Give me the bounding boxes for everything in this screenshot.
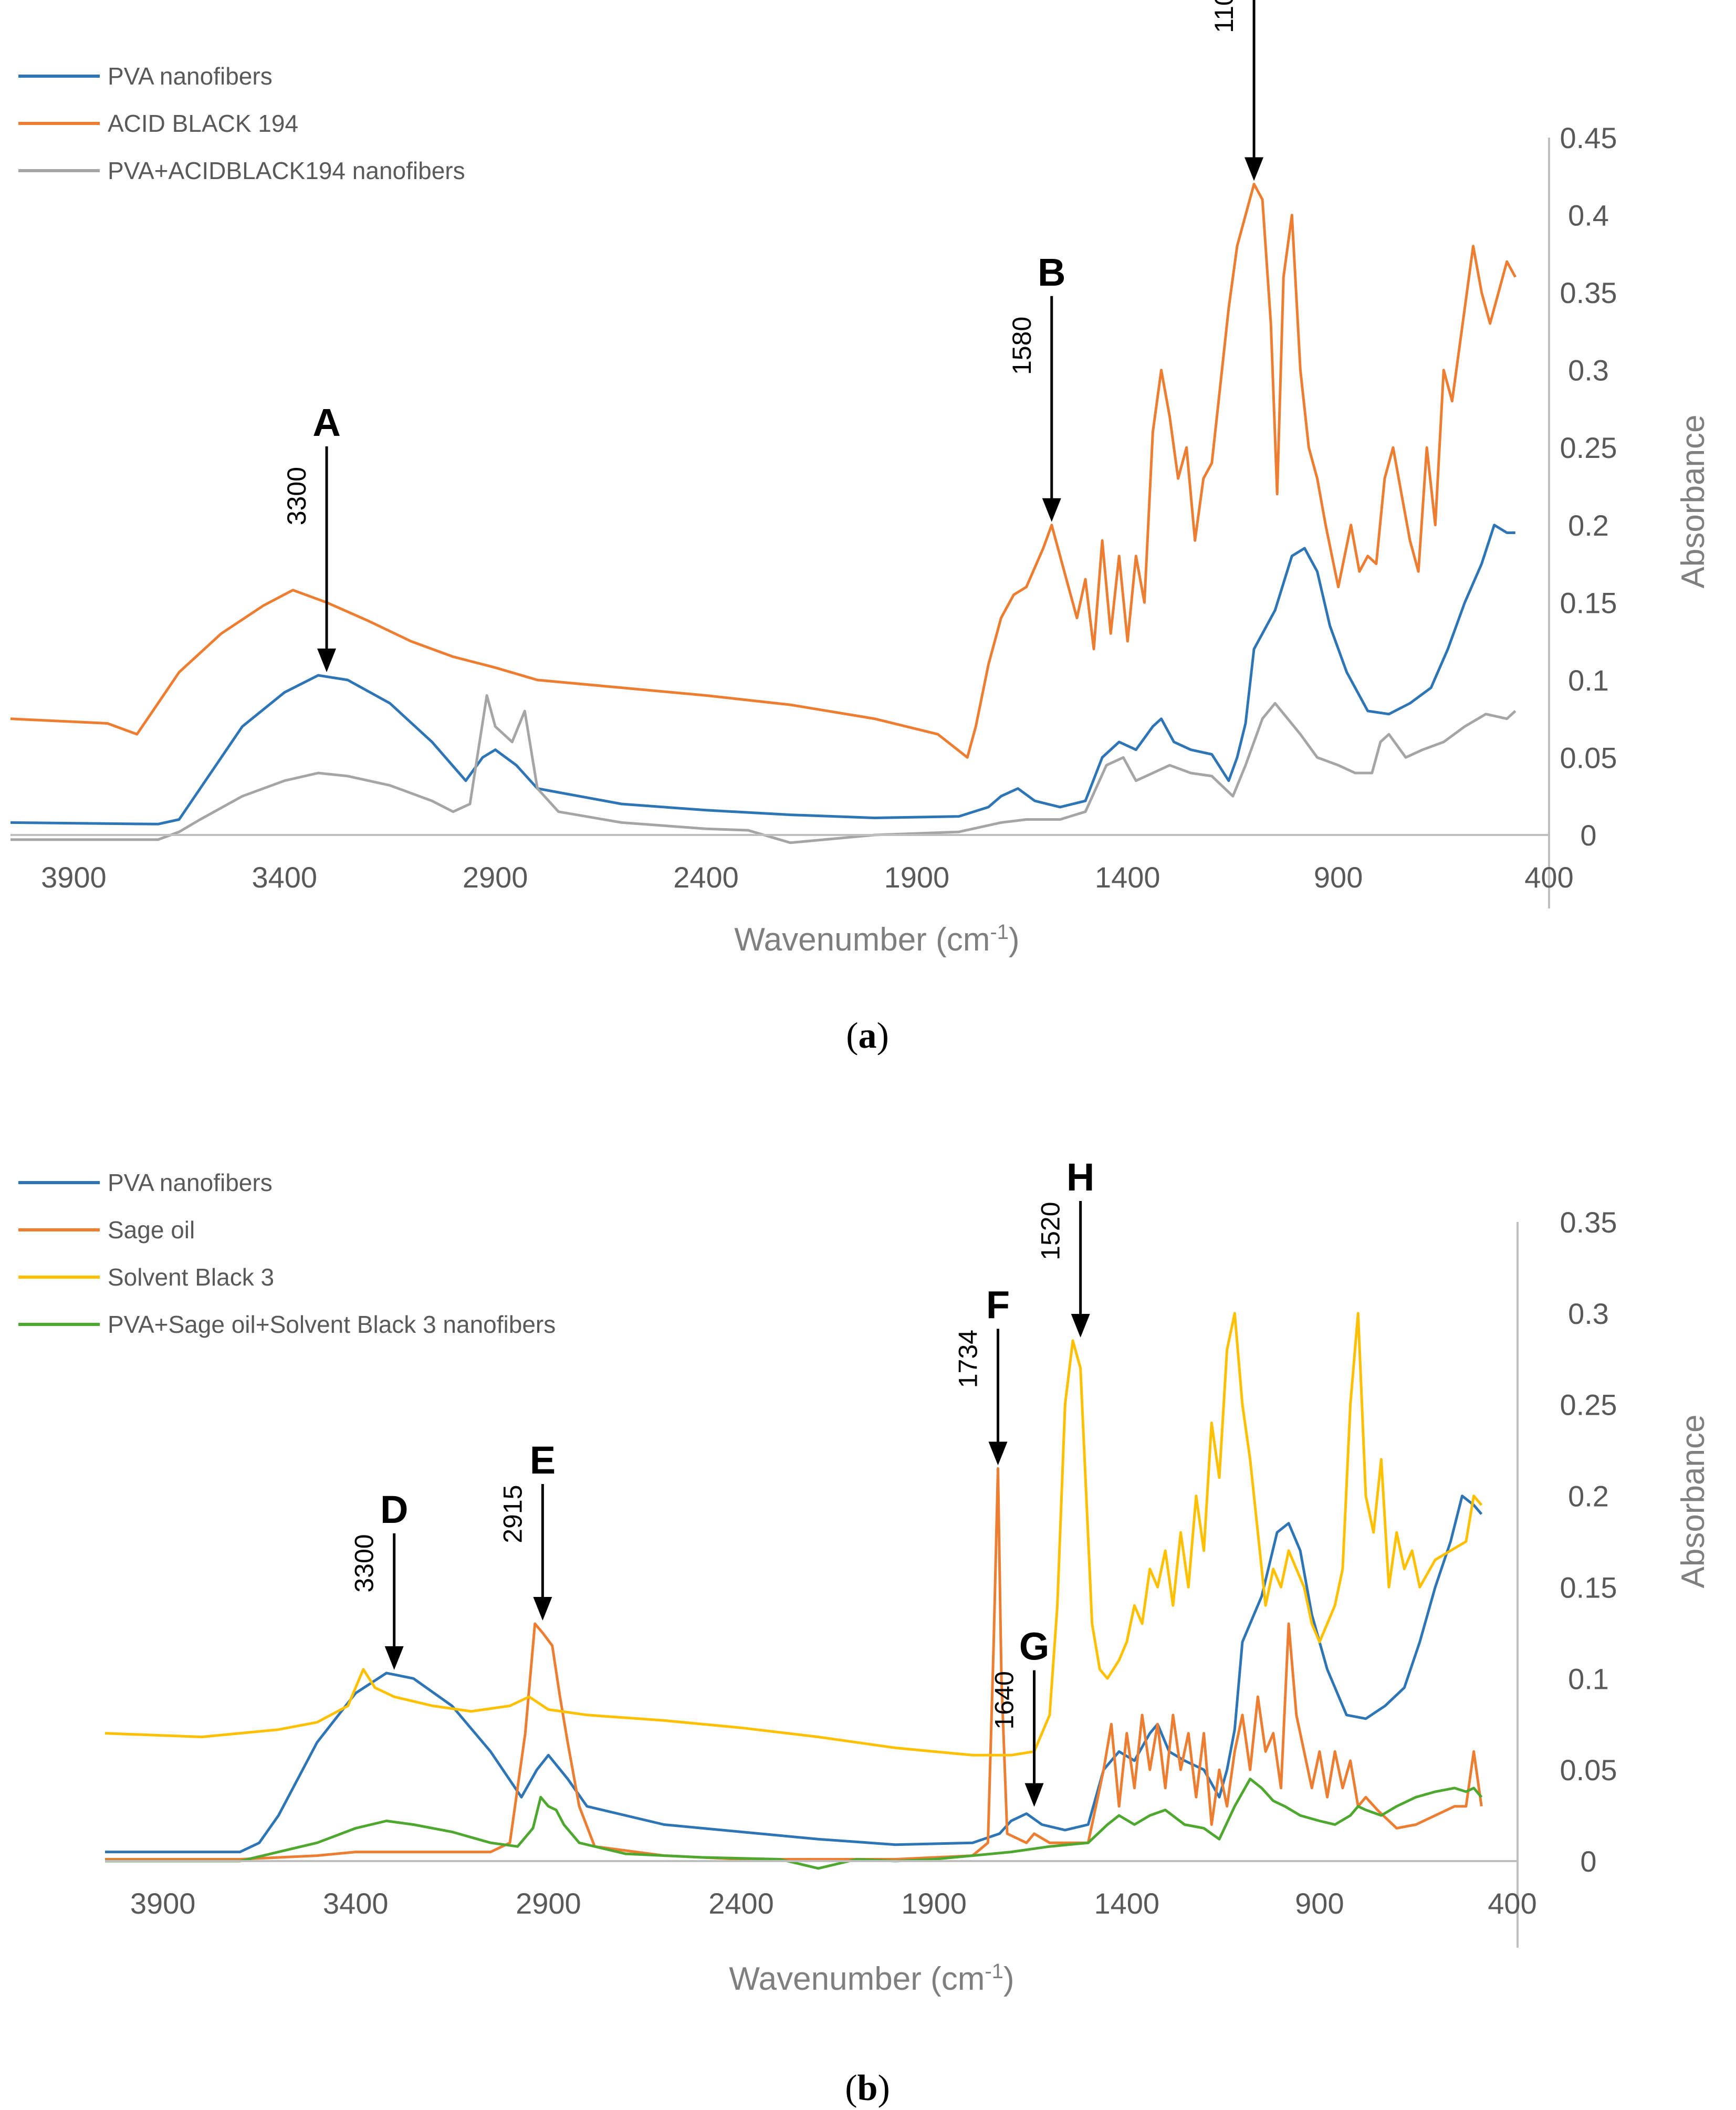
chart-a: 3900 3400 2900 2400 1900 1400 900 400 0 0.05 0.1 0…: [10, 0, 1711, 1055]
annotation-arrowhead: [988, 1442, 1008, 1466]
x-tick-label: 400: [1488, 1887, 1536, 1920]
y-tick-label: 0: [1580, 819, 1596, 852]
chart-b-x-axis-label: Wavenumber (cm-1): [729, 1960, 1014, 1997]
y-tick-label: 0.15: [1560, 1571, 1617, 1604]
y-tick-label: 0.2: [1568, 509, 1609, 542]
y-tick-label: 0.25: [1560, 1388, 1617, 1422]
annotation-wavenumber: 1734: [954, 1330, 983, 1388]
x-tick-label: 2900: [516, 1887, 581, 1920]
x-tick-label: 900: [1314, 861, 1363, 894]
legend-label: PVA+Sage oil+Solvent Black 3 nanofibers: [108, 1311, 556, 1338]
y-tick-label: 0.45: [1560, 121, 1617, 154]
chart-b-series: [104, 1312, 1483, 1870]
y-tick-label: 0: [1580, 1845, 1596, 1878]
chart-a-caption: (a): [846, 1016, 889, 1055]
x-tick-label: 1900: [884, 861, 950, 894]
chart-a-x-axis-label: Wavenumber (cm-1): [734, 921, 1019, 958]
x-tick-label: 1400: [1094, 1887, 1159, 1920]
annotation-letter: G: [1019, 1625, 1050, 1668]
series-line-3: [11, 694, 1517, 844]
series-line-2: [105, 1467, 1483, 1861]
x-tick-label: 3900: [41, 861, 107, 894]
y-tick-label: 0.4: [1568, 199, 1609, 232]
y-tick-label: 0.15: [1560, 586, 1617, 619]
annotation-arrowhead: [317, 649, 337, 673]
x-tick-label: 1900: [901, 1887, 967, 1920]
chart-b-caption: (b): [845, 2068, 890, 2108]
annotation-arrowhead: [1042, 498, 1061, 522]
chart-b-y-axis-label: Absorbance: [1675, 1415, 1711, 1589]
y-tick-label: 0.05: [1560, 741, 1617, 774]
legend-label: PVA nanofibers: [108, 1169, 273, 1196]
annotation-arrowhead: [533, 1596, 552, 1621]
legend-label: ACID BLACK 194: [108, 110, 298, 137]
annotation-wavenumber: 3300: [282, 467, 311, 525]
series-line-3: [104, 1312, 1483, 1757]
annotation-wavenumber: 2915: [498, 1485, 527, 1543]
annotation-letter: A: [312, 401, 340, 444]
series-line-4: [105, 1778, 1483, 1870]
legend-label: Solvent Black 3: [108, 1263, 274, 1291]
annotation-letter: E: [530, 1438, 556, 1482]
x-tick-label: 900: [1295, 1887, 1344, 1920]
annotation-letter: B: [1038, 250, 1065, 294]
x-tick-label: 3900: [130, 1887, 196, 1920]
annotation-wavenumber: 3300: [350, 1534, 379, 1592]
x-tick-label: 1400: [1095, 861, 1160, 894]
y-tick-label: 0.3: [1568, 1297, 1609, 1330]
y-tick-label: 0.1: [1568, 664, 1609, 697]
x-tick-label: 3400: [323, 1887, 389, 1920]
x-tick-label: 2400: [673, 861, 739, 894]
annotation-letter: H: [1066, 1155, 1094, 1199]
y-tick-label: 0.35: [1560, 276, 1617, 309]
x-tick-label: 2900: [463, 861, 528, 894]
y-tick-label: 0.3: [1568, 354, 1609, 387]
x-tick-label: 3400: [252, 861, 317, 894]
y-tick-label: 0.2: [1568, 1480, 1609, 1513]
x-tick-label: 2400: [708, 1887, 774, 1920]
legend-label: PVA+ACIDBLACK194 nanofibers: [108, 157, 465, 184]
annotation-wavenumber: 1640: [990, 1671, 1019, 1729]
annotation-wavenumber: 1100: [1209, 0, 1239, 33]
annotation-arrowhead: [384, 1646, 404, 1670]
annotation-letter: D: [380, 1488, 408, 1531]
y-tick-label: 0.1: [1568, 1662, 1609, 1695]
annotation-letter: F: [986, 1283, 1010, 1326]
series-line-1: [10, 524, 1515, 826]
series-line-1: [105, 1495, 1483, 1854]
legend-label: PVA nanofibers: [108, 62, 273, 90]
y-tick-label: 0.05: [1560, 1753, 1617, 1787]
y-tick-label: 0.25: [1560, 431, 1617, 464]
chart-b: 3900 3400 2900 2400 1900 1400 900 400 0 0.05 0.1 0…: [18, 1155, 1711, 2108]
chart-a-series: [10, 183, 1517, 844]
annotation-wavenumber: 1520: [1036, 1202, 1065, 1260]
y-tick-label: 0.35: [1560, 1206, 1617, 1239]
annotation-wavenumber: 1580: [1007, 317, 1037, 375]
chart-a-y-axis-label: Absorbance: [1675, 415, 1711, 589]
annotation-arrowhead: [1024, 1783, 1044, 1807]
annotation-arrowhead: [1071, 1314, 1090, 1338]
series-line-2: [10, 183, 1517, 759]
legend-label: Sage oil: [108, 1216, 195, 1244]
annotation-arrowhead: [1245, 157, 1264, 181]
x-tick-label: 400: [1524, 861, 1573, 894]
